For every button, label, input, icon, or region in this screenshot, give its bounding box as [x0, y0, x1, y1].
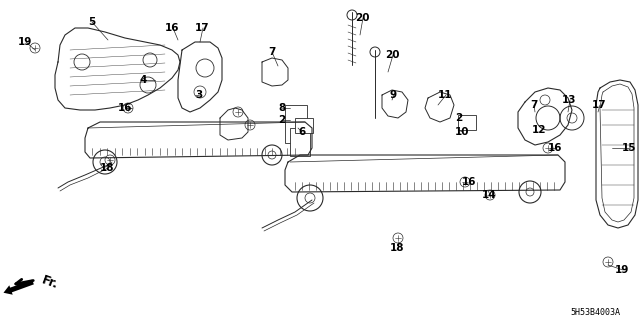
Text: 16: 16: [165, 23, 179, 33]
Text: 16: 16: [462, 177, 477, 187]
Text: 7: 7: [268, 47, 275, 57]
Text: 10: 10: [455, 127, 470, 137]
Text: Fr.: Fr.: [40, 274, 60, 292]
Text: 19: 19: [615, 265, 629, 275]
Text: 2: 2: [455, 113, 462, 123]
Text: 14: 14: [482, 190, 497, 200]
Text: 4: 4: [140, 75, 147, 85]
Bar: [295, 118, 313, 133]
Text: 11: 11: [438, 90, 452, 100]
Text: 17: 17: [195, 23, 210, 33]
FancyArrow shape: [3, 280, 34, 295]
Text: 18: 18: [390, 243, 404, 253]
Text: 3: 3: [195, 90, 202, 100]
Text: 12: 12: [532, 125, 547, 135]
Text: 20: 20: [355, 13, 369, 23]
Text: 8: 8: [278, 103, 285, 113]
Text: 2: 2: [278, 115, 285, 125]
Text: 9: 9: [390, 90, 397, 100]
Bar: [290, 128, 310, 156]
Bar: [458, 115, 476, 130]
Text: 7: 7: [530, 100, 538, 110]
Text: 19: 19: [18, 37, 33, 47]
Bar: [285, 105, 307, 143]
Text: 6: 6: [298, 127, 305, 137]
Text: 17: 17: [592, 100, 607, 110]
Text: 13: 13: [562, 95, 577, 105]
Text: 15: 15: [622, 143, 637, 153]
Text: 20: 20: [385, 50, 399, 60]
Text: 16: 16: [548, 143, 563, 153]
Text: 18: 18: [100, 163, 115, 173]
Text: 5H53B4003A: 5H53B4003A: [570, 308, 620, 317]
Text: 16: 16: [118, 103, 132, 113]
Text: 5: 5: [88, 17, 95, 27]
